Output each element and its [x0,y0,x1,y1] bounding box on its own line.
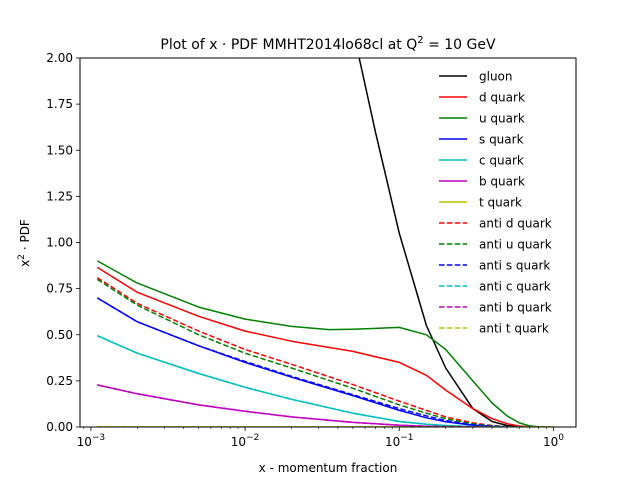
legend-label-anti-u-quark: anti u quark [479,238,552,252]
legend-label-t-quark: t quark [479,196,522,210]
y-tick-label: 1.25 [46,189,73,203]
y-tick-label: 0.25 [46,374,73,388]
legend-label-c-quark: c quark [479,154,524,168]
x-axis-title: x - momentum fraction [259,461,398,475]
x-tick-label: 10−2 [231,433,260,449]
legend-label-s-quark: s quark [479,133,524,147]
y-tick-label: 1.75 [46,97,73,111]
x-tick-label: 10−1 [385,433,414,449]
series-line-d-quark [96,266,539,427]
y-tick-label: 0.50 [46,328,73,342]
legend-label-b-quark: b quark [479,175,525,189]
legend-label-anti-t-quark: anti t quark [479,322,549,336]
legend-label-gluon: gluon [479,70,513,84]
chart-title: Plot of x · PDF MMHT2014lo68cl at Q2 = 1… [160,35,496,53]
legend-label-anti-s-quark: anti s quark [479,259,550,273]
legend-label-anti-d-quark: anti d quark [479,217,552,231]
y-axis-ticks: 0.00 0.25 0.50 0.75 1.00 1.25 1.50 1.75 2.00 [46,51,80,434]
series-layer [96,58,554,427]
series-line-u-quark [96,260,547,427]
legend-label-u-quark: u quark [479,112,525,126]
y-tick-label: 1.00 [46,236,73,250]
y-tick-label: 2.00 [46,51,73,65]
y-tick-label: 0.00 [46,420,73,434]
x-axis-ticks: 10−3 10−2 10−1 100 [77,427,564,449]
legend-label-d-quark: d quark [479,91,525,105]
series-line-anti-s-quark [96,297,520,427]
y-axis-title: x2 · PDF [17,219,32,267]
legend-label-anti-c-quark: anti c quark [479,280,551,294]
y-tick-label: 1.50 [46,143,73,157]
legend-label-anti-b-quark: anti b quark [479,301,552,315]
legend: gluon d quark u quark s quark c quark b quark… [439,70,552,336]
x-tick-label: 100 [543,433,564,449]
x-tick-label: 10−3 [77,433,106,449]
y-tick-label: 0.75 [46,282,73,296]
